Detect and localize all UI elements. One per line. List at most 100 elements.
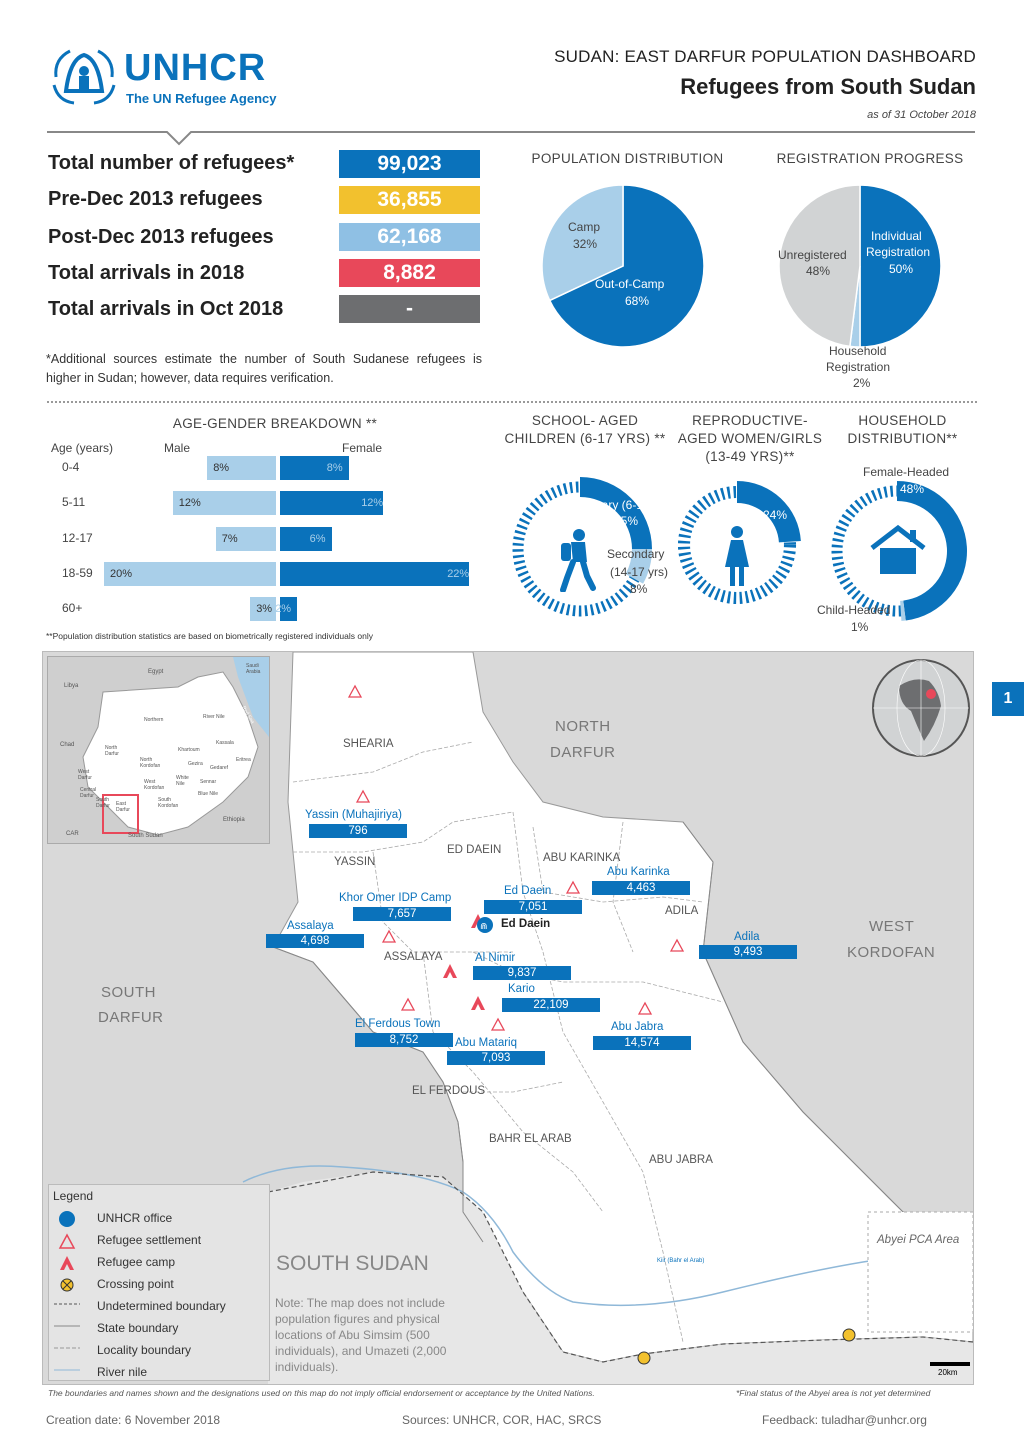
ring-segment-child-headed (900, 600, 906, 621)
school-aged-chart (512, 477, 652, 617)
refugee-settlement-legend-icon (58, 1233, 76, 1249)
location-value-assalaya: 4,698 (266, 934, 364, 948)
inset-label-southsudan: South Sudan (128, 833, 163, 839)
reg-label-household-2: Registration (826, 360, 891, 374)
registration-progress-pie (778, 184, 942, 348)
logo-name: UNHCR (124, 47, 267, 89)
female-bar-label: 12% (361, 497, 384, 510)
location-value-al-nimir: 9,837 (473, 966, 571, 980)
reproductive-title-2: AGED WOMEN/GIRLS (677, 431, 823, 446)
male-column-header: Male (164, 441, 191, 455)
river-legend-icon (54, 1369, 80, 1371)
inset-label-northdarfur: North Darfur (105, 745, 119, 757)
inset-map: Libya Egypt Saudi Arabia Red Sea Chad No… (47, 656, 270, 844)
location-name-adila: Adila (734, 931, 760, 943)
kpi-label-post-dec: Post-Dec 2013 refugees (48, 226, 274, 248)
kpi-label-arrivals-oct: Total arrivals in Oct 2018 (48, 298, 284, 320)
location-value-yassin: 796 (309, 824, 407, 838)
registration-progress-title: REGISTRATION PROGRESS (776, 151, 964, 166)
female-bar-label: 22% (447, 567, 470, 580)
age-group-label: 0-4 (62, 460, 80, 474)
legend-locality-boundary: Locality boundary (97, 1343, 192, 1357)
kpi-value-arrivals-2018: 8,882 (339, 259, 480, 287)
inset-label-chad: Chad (60, 742, 75, 748)
ring-segment-primary (580, 477, 652, 549)
legend-refugee-camp: Refugee camp (97, 1255, 176, 1269)
legend-title: Legend (53, 1189, 94, 1203)
male-bar-label: 12% (178, 497, 201, 510)
creation-date: Creation date: 6 November 2018 (46, 1413, 221, 1427)
feedback: Feedback: tuladhar@unhcr.org (762, 1413, 927, 1427)
region-west-kordofan-2: KORDOFAN (847, 944, 936, 961)
locality-abu-karinka: ABU KARINKA (543, 852, 621, 864)
child-headed-pct: 1% (851, 620, 869, 634)
reg-pct-individual: 50% (889, 262, 914, 276)
inset-label-westdarfur: West Darfur (78, 769, 92, 781)
inset-label-khartoum: Khartoum (178, 747, 200, 753)
inset-label-northkordofan: North Kordofan (140, 757, 161, 769)
map-note: Note: The map does not include populatio… (275, 1296, 447, 1374)
male-bar (250, 597, 276, 622)
refugee-camp-legend-icon (60, 1256, 74, 1270)
female-headed-label: Female-Headed (863, 465, 950, 479)
population-distribution-pie (541, 184, 705, 348)
region-west-kordofan: WEST (869, 918, 915, 935)
location-value-adila: 9,493 (699, 945, 797, 959)
inset-label-gezira: Gezira (188, 761, 203, 767)
reproductive-title-3: (13-49 YRS)** (705, 449, 795, 464)
locality-el-ferdous: EL FERDOUS (412, 1085, 486, 1097)
unhcr-office-icon (477, 917, 493, 933)
map-panel: ⋒ Libya Egypt Saudi Arabia Red Sea Chad … (42, 651, 974, 1385)
reproductive-aged-chart (677, 481, 801, 605)
inset-label-eritrea: Eritrea (236, 757, 251, 763)
sources: Sources: UNHCR, COR, HAC, SRCS (402, 1413, 602, 1427)
crossing-point-icon (842, 1328, 856, 1342)
primary-label: Primary (6-13 yrs) (577, 498, 674, 512)
kpi-label-pre-dec: Pre-Dec 2013 refugees (48, 188, 263, 210)
inset-label-rivernile: River Nile (203, 714, 225, 720)
male-bar (172, 491, 276, 516)
household-title-1: HOUSEHOLD (858, 413, 947, 428)
school-aged-title-2: CHILDREN (6-17 YRS) ** (504, 431, 666, 446)
reg-label-individual: Individual (871, 229, 922, 243)
inset-label-egypt: Egypt (148, 669, 164, 675)
inset-label-gedaref: Gedaref (210, 765, 229, 771)
age-group-label: 5-11 (62, 495, 86, 510)
age-group-label: 18-59 (62, 565, 93, 580)
location-name-al-nimir: Al Nimir (475, 952, 516, 964)
male-bar (215, 526, 276, 551)
legend-undetermined-boundary: Undetermined boundary (97, 1299, 226, 1313)
crossing-point-legend-icon (60, 1278, 74, 1292)
inset-label-southdarfur: South Darfur (96, 797, 110, 809)
pie-slice-unregistered (778, 184, 861, 348)
reproductive-pct: 24% (763, 508, 788, 522)
location-name-yassin: Yassin (Muhajiriya) (305, 809, 402, 821)
locality-bahr-el-arab: BAHR EL ARAB (489, 1133, 572, 1145)
location-name-abu-jabra: Abu Jabra (611, 1021, 664, 1033)
section-separator (47, 401, 977, 403)
pie-slice-out-of-camp (548, 184, 705, 348)
population-distribution-title: POPULATION DISTRIBUTION (531, 151, 724, 166)
inset-label-centraldarfur: Central Darfur (80, 787, 97, 799)
pie-label-out-of-camp: Out-of-Camp (595, 277, 665, 291)
child-headed-label: Child-Headed (817, 603, 891, 617)
primary-pct: 25% (614, 514, 639, 528)
header-separator (47, 131, 975, 146)
female-bar-label: 8% (326, 462, 343, 474)
location-value-ed-daein: 7,051 (484, 900, 582, 914)
location-value-abu-karinka: 4,463 (592, 881, 690, 895)
male-bar-label: 3% (256, 603, 273, 616)
location-name-assalaya: Assalaya (287, 920, 334, 932)
household-distribution-chart (831, 481, 968, 621)
region-north-darfur: NORTH (555, 718, 611, 735)
secondary-pct: 8% (630, 582, 648, 596)
region-south-darfur-2: DARFUR (98, 1009, 164, 1026)
locality-boundary-legend-icon (54, 1347, 80, 1349)
reproductive-title-1: REPRODUCTIVE- (692, 413, 808, 428)
female-bar (280, 491, 384, 516)
inset-label-car: CAR (66, 831, 79, 837)
inset-label-ethiopia: Ethiopia (223, 817, 245, 823)
inset-label-saudi: Saudi Arabia (246, 663, 261, 675)
pie-pct-out-of-camp: 68% (625, 294, 650, 308)
location-name-abu-matariq: Abu Matariq (455, 1037, 518, 1049)
